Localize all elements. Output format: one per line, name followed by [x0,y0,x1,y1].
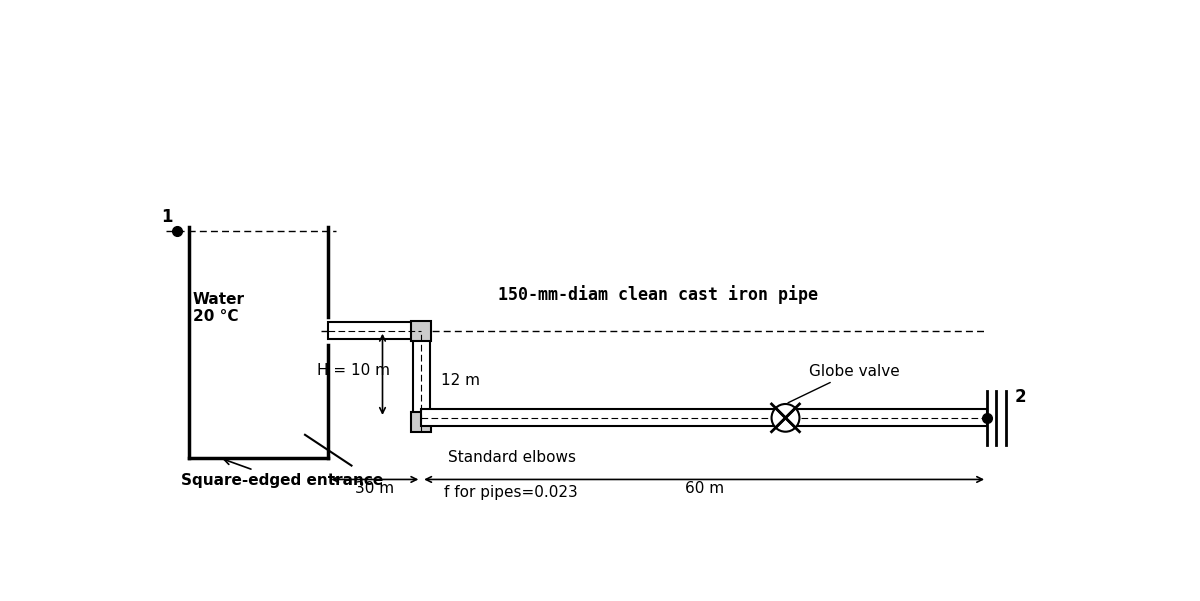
Bar [329,322,421,340]
Text: H = 10 m: H = 10 m [317,363,390,378]
Bar [413,331,430,431]
Bar [412,321,431,341]
Text: f for pipes=0.023: f for pipes=0.023 [444,485,578,500]
Text: Globe valve: Globe valve [788,364,900,403]
Text: 30 m: 30 m [355,481,395,496]
Text: 60 m: 60 m [684,481,724,496]
Text: Water
20 °C: Water 20 °C [193,291,245,324]
Text: 150-mm-diam clean cast iron pipe: 150-mm-diam clean cast iron pipe [498,285,817,304]
Bar [412,412,431,433]
Text: 1: 1 [162,207,173,225]
Bar [421,409,986,426]
Text: 2: 2 [1014,388,1026,406]
Text: 12 m: 12 m [440,373,480,388]
Text: Square-edged entrance: Square-edged entrance [181,459,383,488]
Text: Standard elbows: Standard elbows [449,450,576,465]
Circle shape [772,404,799,432]
Bar [188,227,329,458]
